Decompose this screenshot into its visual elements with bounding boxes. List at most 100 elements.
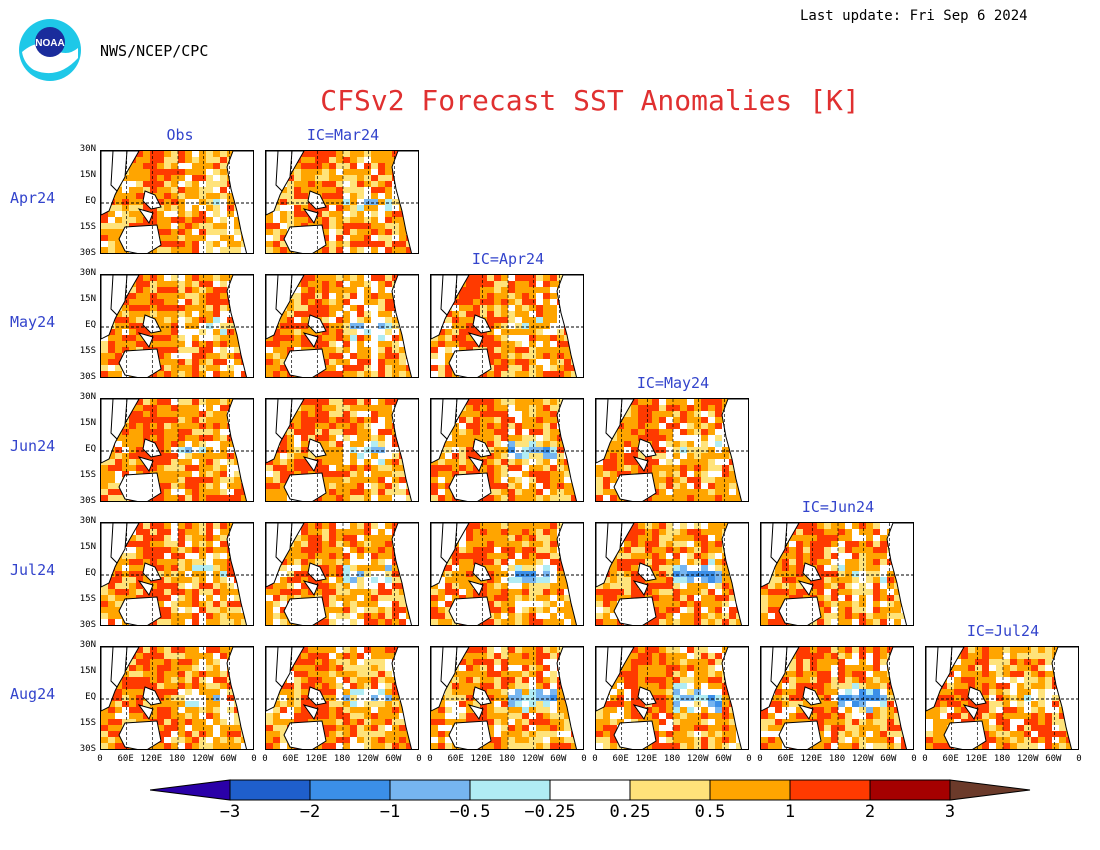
sst-cell xyxy=(536,619,543,625)
sst-cell xyxy=(508,329,515,335)
sst-cell xyxy=(378,223,385,229)
sst-cell xyxy=(550,441,557,447)
sst-cell xyxy=(206,217,213,223)
sst-cell xyxy=(550,601,557,607)
sst-cell xyxy=(164,405,171,411)
sst-cell xyxy=(266,229,273,235)
sst-cell xyxy=(550,541,557,547)
sst-cell xyxy=(652,483,659,489)
sst-cell xyxy=(157,181,164,187)
sst-cell xyxy=(480,465,487,471)
sst-cell xyxy=(515,625,522,626)
sst-cell xyxy=(185,199,192,205)
sst-cell xyxy=(206,175,213,181)
sst-cell xyxy=(301,429,308,435)
sst-cell xyxy=(536,465,543,471)
sst-cell xyxy=(431,353,438,359)
sst-cell xyxy=(487,317,494,323)
sst-cell xyxy=(171,329,178,335)
sst-cell xyxy=(687,447,694,453)
sst-cell xyxy=(280,377,287,378)
sst-cell xyxy=(308,529,315,535)
sst-cell xyxy=(329,453,336,459)
sst-cell xyxy=(610,453,617,459)
sst-cell xyxy=(459,565,466,571)
sst-cell xyxy=(508,625,515,626)
sst-cell xyxy=(543,483,550,489)
sst-cell xyxy=(708,441,715,447)
sst-cell xyxy=(652,477,659,483)
sst-cell xyxy=(171,377,178,378)
sst-cell xyxy=(301,435,308,441)
sst-cell xyxy=(213,323,220,329)
sst-cell xyxy=(129,311,136,317)
sst-cell xyxy=(206,223,213,229)
sst-cell xyxy=(371,571,378,577)
sst-cell xyxy=(336,187,343,193)
sst-cell xyxy=(550,547,557,553)
sst-cell xyxy=(301,571,308,577)
sst-cell xyxy=(108,341,115,347)
sst-cell xyxy=(143,529,150,535)
sst-cell xyxy=(557,359,564,365)
sst-cell xyxy=(185,429,192,435)
sst-cell xyxy=(178,371,185,377)
sst-cell xyxy=(543,619,550,625)
sst-cell xyxy=(227,613,234,619)
sst-cell xyxy=(164,583,171,589)
sst-cell xyxy=(220,523,227,529)
sst-cell xyxy=(680,501,687,502)
sst-cell xyxy=(143,535,150,541)
sst-cell xyxy=(378,287,385,293)
sst-cell xyxy=(522,311,529,317)
sst-cell xyxy=(343,411,350,417)
sst-cell xyxy=(343,429,350,435)
sst-cell xyxy=(385,465,392,471)
sst-cell xyxy=(129,535,136,541)
sst-cell xyxy=(213,293,220,299)
sst-cell xyxy=(157,529,164,535)
sst-cell xyxy=(192,541,199,547)
sst-cell xyxy=(329,311,336,317)
sst-cell xyxy=(336,523,343,529)
sst-cell xyxy=(603,477,610,483)
sst-cell xyxy=(287,211,294,217)
sst-cell xyxy=(494,287,501,293)
sst-cell xyxy=(108,211,115,217)
sst-cell xyxy=(322,465,329,471)
sst-cell xyxy=(178,399,185,405)
sst-cell xyxy=(529,553,536,559)
sst-cell xyxy=(438,329,445,335)
sst-cell xyxy=(227,601,234,607)
sst-cell xyxy=(399,625,406,626)
sst-cell xyxy=(617,453,624,459)
sst-cell xyxy=(487,559,494,565)
sst-cell xyxy=(515,595,522,601)
sst-cell xyxy=(234,465,241,471)
sst-cell xyxy=(322,411,329,417)
sst-cell xyxy=(652,405,659,411)
sst-cell xyxy=(399,241,406,247)
sst-cell xyxy=(350,417,357,423)
sst-cell xyxy=(157,435,164,441)
sst-cell xyxy=(515,613,522,619)
sst-cell xyxy=(294,595,301,601)
sst-cell xyxy=(322,377,329,378)
sst-cell xyxy=(108,471,115,477)
sst-cell xyxy=(101,335,108,341)
sst-cell xyxy=(515,377,522,378)
sst-cell xyxy=(508,553,515,559)
sst-cell xyxy=(136,311,143,317)
sst-cell xyxy=(220,175,227,181)
sst-cell xyxy=(543,529,550,535)
sst-cell xyxy=(199,471,206,477)
sst-cell xyxy=(171,435,178,441)
sst-cell xyxy=(399,501,406,502)
sst-cell xyxy=(385,347,392,353)
sst-cell xyxy=(550,347,557,353)
sst-cell xyxy=(143,163,150,169)
sst-cell xyxy=(543,399,550,405)
sst-cell xyxy=(529,477,536,483)
sst-cell xyxy=(508,571,515,577)
sst-cell xyxy=(501,399,508,405)
